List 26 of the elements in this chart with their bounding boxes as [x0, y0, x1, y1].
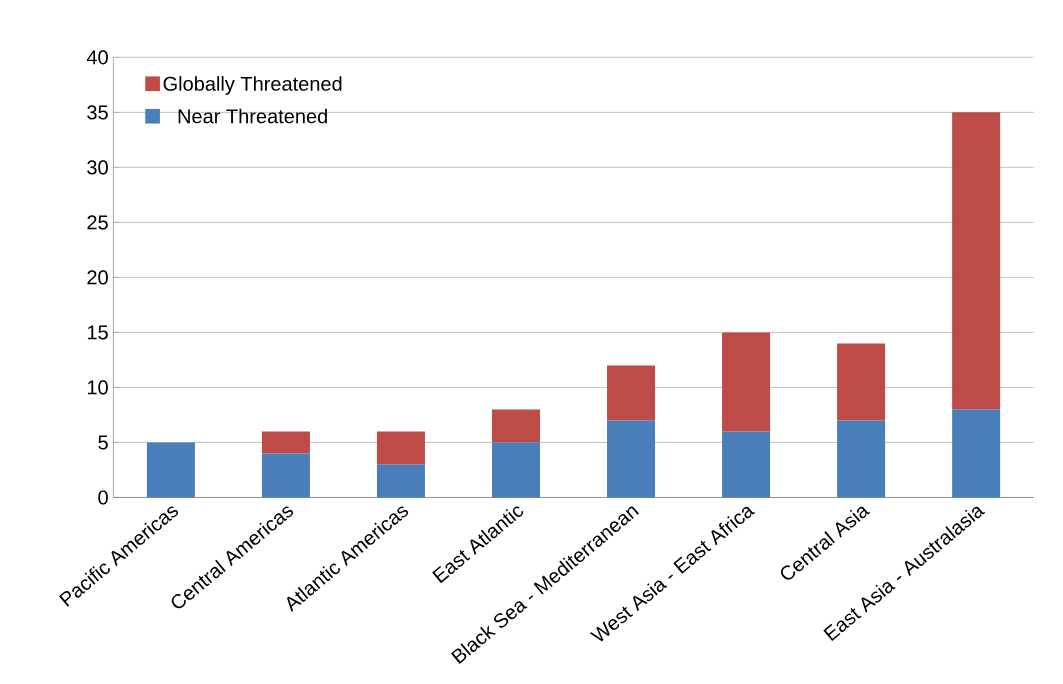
legend-label: Globally Threatened	[163, 76, 342, 95]
y-tick-label: 5	[98, 435, 108, 450]
bar	[491, 442, 541, 498]
bar	[837, 343, 886, 421]
y-tick-label: 0	[98, 490, 108, 505]
bar	[722, 332, 771, 432]
bar	[491, 409, 541, 443]
bar	[952, 112, 1001, 410]
bar	[837, 420, 886, 498]
bar	[376, 464, 425, 498]
bar	[607, 365, 656, 421]
y-tick-label: 25	[87, 215, 108, 230]
y-tick-label: 20	[87, 270, 108, 285]
bar	[722, 431, 771, 498]
bar	[261, 431, 310, 454]
bar	[261, 453, 310, 498]
y-tick-label: 30	[87, 160, 108, 175]
y-tick-label: 35	[87, 105, 108, 120]
y-tick-label: 40	[86, 50, 108, 65]
bar	[952, 409, 1001, 498]
y-tick-label: 15	[87, 325, 108, 340]
y-tick-label: 10	[87, 380, 108, 395]
bar	[376, 431, 425, 465]
bar	[146, 442, 195, 498]
bar	[607, 420, 656, 498]
legend-label: Near Threatened	[178, 108, 327, 124]
